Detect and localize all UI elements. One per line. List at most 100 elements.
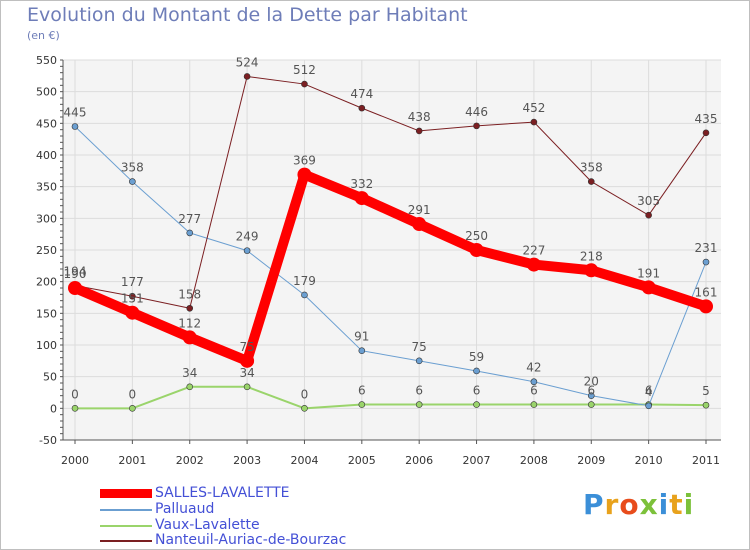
data-point-vaux-lavalette: [243, 383, 251, 391]
data-point-nanteuil-auriac-de-bourzac: [186, 304, 194, 312]
series-line-salles-lavalette: [73, 169, 708, 366]
y-tick-label: 250: [36, 244, 57, 257]
data-point-palluaud: [415, 357, 423, 365]
data-label-nanteuil-auriac-de-bourzac: 177: [121, 275, 144, 289]
x-tick-label: 2011: [692, 454, 720, 467]
series-line-vaux-lavalette: [75, 385, 707, 410]
data-label-vaux-lavalette: 6: [530, 384, 538, 398]
data-label-palluaud: 358: [121, 161, 144, 175]
data-point-nanteuil-auriac-de-bourzac: [358, 104, 366, 112]
data-point-vaux-lavalette: [587, 401, 595, 408]
data-point-palluaud: [473, 367, 480, 375]
data-label-vaux-lavalette: 6: [358, 384, 366, 398]
y-tick-label: 550: [36, 54, 57, 67]
data-label-vaux-lavalette: 34: [182, 366, 197, 380]
data-point-vaux-lavalette: [186, 383, 194, 391]
x-tick-label: 2010: [635, 454, 663, 467]
y-tick-label: 500: [36, 86, 57, 99]
data-label-palluaud: 277: [178, 212, 201, 226]
y-tick-label: 400: [36, 149, 57, 162]
data-point-salles-lavalette: [125, 305, 140, 320]
data-label-salles-lavalette: 227: [522, 244, 545, 258]
data-label-vaux-lavalette: 6: [415, 384, 423, 398]
proxiti-logo: Proxiti: [583, 488, 694, 521]
data-point-salles-lavalette: [641, 280, 656, 295]
data-label-nanteuil-auriac-de-bourzac: 474: [350, 87, 373, 101]
data-point-vaux-lavalette: [358, 401, 366, 408]
data-point-nanteuil-auriac-de-bourzac: [129, 292, 136, 300]
data-label-palluaud: 4: [645, 385, 653, 399]
data-point-salles-lavalette: [182, 330, 197, 345]
data-label-nanteuil-auriac-de-bourzac: 194: [64, 264, 87, 278]
logo-letter: o: [619, 488, 640, 521]
x-tick-label: 2006: [405, 454, 433, 467]
data-point-nanteuil-auriac-de-bourzac: [530, 118, 538, 126]
data-point-nanteuil-auriac-de-bourzac: [415, 127, 423, 135]
data-point-palluaud: [129, 178, 136, 185]
legend-swatch-palluaud: [100, 509, 152, 511]
x-tick-label: 2003: [233, 454, 261, 467]
data-point-nanteuil-auriac-de-bourzac: [473, 122, 480, 130]
data-label-palluaud: 91: [354, 330, 369, 344]
x-tick-label: 2005: [348, 454, 376, 467]
data-label-palluaud: 445: [64, 106, 87, 120]
data-point-palluaud: [243, 247, 251, 254]
data-point-vaux-lavalette: [71, 405, 79, 412]
data-label-vaux-lavalette: 0: [71, 387, 79, 401]
x-tick-label: 2000: [61, 454, 89, 467]
legend-swatch-salles-lavalette: [100, 489, 152, 498]
legend-swatch-vaux-lavalette: [100, 525, 152, 527]
data-point-vaux-lavalette: [301, 405, 308, 412]
logo-letter: x: [639, 488, 659, 521]
data-point-vaux-lavalette: [473, 401, 480, 408]
data-label-nanteuil-auriac-de-bourzac: 452: [522, 101, 545, 115]
data-point-palluaud: [186, 229, 194, 237]
data-point-palluaud: [301, 291, 308, 299]
data-label-nanteuil-auriac-de-bourzac: 524: [236, 55, 259, 69]
data-label-nanteuil-auriac-de-bourzac: 446: [465, 105, 488, 119]
data-point-nanteuil-auriac-de-bourzac: [645, 211, 652, 219]
data-label-salles-lavalette: 151: [121, 292, 144, 306]
data-point-palluaud: [71, 123, 79, 130]
y-tick-label: 200: [36, 276, 57, 289]
data-label-vaux-lavalette: 0: [301, 387, 309, 401]
legend-label-palluaud: Palluaud: [155, 501, 215, 517]
x-tick-label: 2009: [577, 454, 605, 467]
data-point-salles-lavalette: [354, 191, 369, 206]
data-point-salles-lavalette: [584, 263, 599, 278]
data-point-nanteuil-auriac-de-bourzac: [702, 129, 710, 137]
y-tick-label: 100: [36, 339, 57, 352]
y-tick-label: 50: [43, 371, 57, 384]
data-label-vaux-lavalette: 6: [587, 384, 595, 398]
data-label-palluaud: 20: [584, 375, 599, 389]
data-label-salles-lavalette: 191: [637, 266, 660, 280]
data-label-nanteuil-auriac-de-bourzac: 358: [580, 161, 603, 175]
x-tick-label: 2002: [176, 454, 204, 467]
y-tick-label: 150: [36, 307, 57, 320]
legend-label-vaux-lavalette: Vaux-Lavalette: [155, 517, 260, 533]
chart-unit: (en €): [27, 29, 60, 42]
data-point-palluaud: [645, 402, 652, 410]
data-point-salles-lavalette: [699, 299, 713, 314]
data-point-nanteuil-auriac-de-bourzac: [301, 80, 308, 88]
data-point-palluaud: [702, 258, 710, 266]
data-point-nanteuil-auriac-de-bourzac: [587, 178, 595, 185]
data-point-salles-lavalette: [297, 167, 312, 182]
data-label-nanteuil-auriac-de-bourzac: 158: [178, 287, 201, 301]
x-tick-label: 2004: [290, 454, 318, 467]
data-label-salles-lavalette: 161: [695, 285, 718, 299]
data-label-nanteuil-auriac-de-bourzac: 438: [408, 110, 431, 124]
data-label-salles-lavalette: 250: [465, 229, 488, 243]
data-label-vaux-lavalette: 0: [129, 387, 137, 401]
data-label-vaux-lavalette: 6: [645, 384, 653, 398]
chart-title: Evolution du Montant de la Dette par Hab…: [27, 4, 468, 26]
data-point-palluaud: [358, 347, 366, 355]
data-label-palluaud: 249: [236, 230, 259, 244]
data-label-nanteuil-auriac-de-bourzac: 435: [695, 112, 718, 126]
data-label-vaux-lavalette: 5: [702, 384, 710, 398]
data-point-salles-lavalette: [526, 257, 541, 272]
data-point-vaux-lavalette: [530, 401, 538, 408]
data-label-palluaud: 75: [412, 340, 427, 354]
data-point-nanteuil-auriac-de-bourzac: [243, 73, 251, 80]
